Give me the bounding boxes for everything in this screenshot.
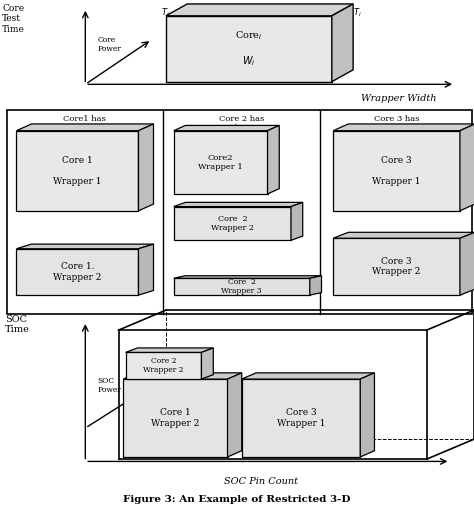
Polygon shape (228, 373, 242, 457)
Text: Core 3 has
2 choices: Core 3 has 2 choices (374, 115, 419, 132)
Polygon shape (166, 4, 353, 16)
Polygon shape (242, 379, 360, 457)
Polygon shape (267, 125, 279, 194)
Polygon shape (291, 202, 303, 240)
Polygon shape (333, 131, 460, 211)
Text: SOC
Power: SOC Power (97, 377, 121, 394)
Text: $T_i$: $T_i$ (161, 6, 170, 19)
Polygon shape (173, 125, 279, 131)
Polygon shape (333, 238, 460, 295)
Polygon shape (173, 276, 321, 278)
Text: Core1 has
2 choices: Core1 has 2 choices (63, 115, 106, 132)
Text: Core 3
Wrapper 1: Core 3 Wrapper 1 (277, 408, 325, 428)
Polygon shape (123, 379, 228, 457)
Polygon shape (138, 124, 154, 211)
Text: Core2
Wrapper 1: Core2 Wrapper 1 (198, 154, 243, 171)
Polygon shape (460, 124, 474, 211)
Text: SOC
Time: SOC Time (5, 315, 29, 334)
Polygon shape (173, 207, 291, 240)
Polygon shape (166, 16, 332, 82)
Polygon shape (242, 373, 374, 379)
Polygon shape (17, 124, 154, 131)
Polygon shape (173, 202, 303, 207)
Text: Core  2
Wrapper 3: Core 2 Wrapper 3 (221, 278, 262, 295)
Text: Core 1.
Wrapper 2: Core 1. Wrapper 2 (53, 262, 101, 281)
Text: Figure 3: An Example of Restricted 3-D: Figure 3: An Example of Restricted 3-D (123, 495, 351, 504)
Polygon shape (173, 278, 310, 295)
Polygon shape (173, 131, 267, 194)
Polygon shape (17, 131, 138, 211)
Text: SOC Pin Count: SOC Pin Count (224, 477, 298, 486)
Polygon shape (201, 348, 213, 379)
Text: Core 2
Wrapper 2: Core 2 Wrapper 2 (143, 357, 184, 374)
Polygon shape (126, 348, 213, 353)
Text: Core 3

Wrapper 1: Core 3 Wrapper 1 (372, 156, 421, 186)
Polygon shape (123, 373, 242, 379)
Text: $T_i$: $T_i$ (353, 6, 362, 19)
Text: Core 3
Wrapper 2: Core 3 Wrapper 2 (373, 257, 421, 276)
Polygon shape (138, 244, 154, 295)
Text: Wrapper Width: Wrapper Width (361, 93, 436, 103)
Polygon shape (460, 232, 474, 295)
Text: Core 2 has
3 choices: Core 2 has 3 choices (219, 115, 264, 132)
Text: Core 1
Wrapper 2: Core 1 Wrapper 2 (151, 408, 200, 428)
Polygon shape (332, 4, 353, 82)
Text: Core$_i$

$W_i$: Core$_i$ $W_i$ (235, 29, 263, 69)
Polygon shape (17, 244, 154, 249)
Text: Core
Test
Time: Core Test Time (2, 4, 25, 34)
Polygon shape (126, 353, 201, 379)
Polygon shape (333, 124, 474, 131)
Text: Core 1

Wrapper 1: Core 1 Wrapper 1 (53, 156, 102, 186)
Polygon shape (310, 276, 321, 295)
Text: Core
Power: Core Power (97, 36, 121, 53)
Polygon shape (17, 249, 138, 295)
Polygon shape (360, 373, 374, 457)
Text: Core  2
Wrapper 2: Core 2 Wrapper 2 (211, 215, 254, 232)
Polygon shape (333, 232, 474, 238)
